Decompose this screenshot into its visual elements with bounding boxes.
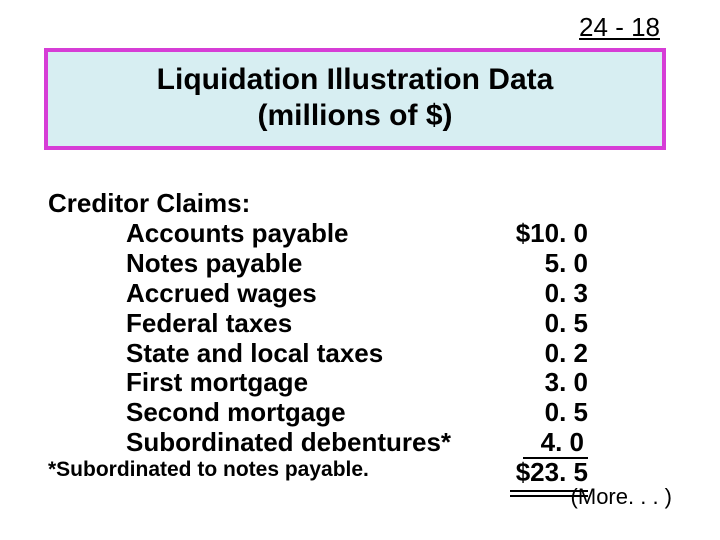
item-label: Notes payable — [48, 249, 478, 279]
total-value-text: $23. 5 — [516, 457, 588, 487]
content-area: Creditor Claims: Accounts payable $10. 0… — [48, 188, 678, 488]
item-value: 5. 0 — [478, 249, 588, 279]
title-line-1: Liquidation Illustration Data — [48, 62, 662, 98]
item-value: $10. 0 — [478, 219, 588, 249]
table-row: Federal taxes 0. 5 — [48, 309, 678, 339]
table-row: First mortgage 3. 0 — [48, 368, 678, 398]
table-row: Notes payable 5. 0 — [48, 249, 678, 279]
item-label: Federal taxes — [48, 309, 478, 339]
slide-title-box: Liquidation Illustration Data (millions … — [44, 48, 666, 150]
item-label: Second mortgage — [48, 398, 478, 428]
table-row: State and local taxes 0. 2 — [48, 339, 678, 369]
item-value: 3. 0 — [478, 368, 588, 398]
item-label: State and local taxes — [48, 339, 478, 369]
table-row: Accrued wages 0. 3 — [48, 279, 678, 309]
item-label: First mortgage — [48, 368, 478, 398]
page-number: 24 - 18 — [579, 12, 660, 43]
last-item-value: 4. 0 — [523, 427, 588, 459]
item-value: 0. 5 — [478, 309, 588, 339]
item-value: 0. 5 — [478, 398, 588, 428]
item-label: Accrued wages — [48, 279, 478, 309]
item-label: Subordinated debentures* — [48, 428, 478, 458]
section-heading: Creditor Claims: — [48, 188, 678, 219]
title-line-2: (millions of $) — [48, 98, 662, 134]
item-value: 0. 3 — [478, 279, 588, 309]
table-row: Second mortgage 0. 5 — [48, 398, 678, 428]
table-row: Accounts payable $10. 0 — [48, 219, 678, 249]
item-value: 4. 0 — [478, 428, 588, 458]
item-value: 0. 2 — [478, 339, 588, 369]
table-row: Subordinated debentures* 4. 0 — [48, 428, 678, 458]
item-label: Accounts payable — [48, 219, 478, 249]
footnote: *Subordinated to notes payable. — [48, 458, 369, 482]
more-indicator: (More. . . ) — [571, 484, 672, 510]
